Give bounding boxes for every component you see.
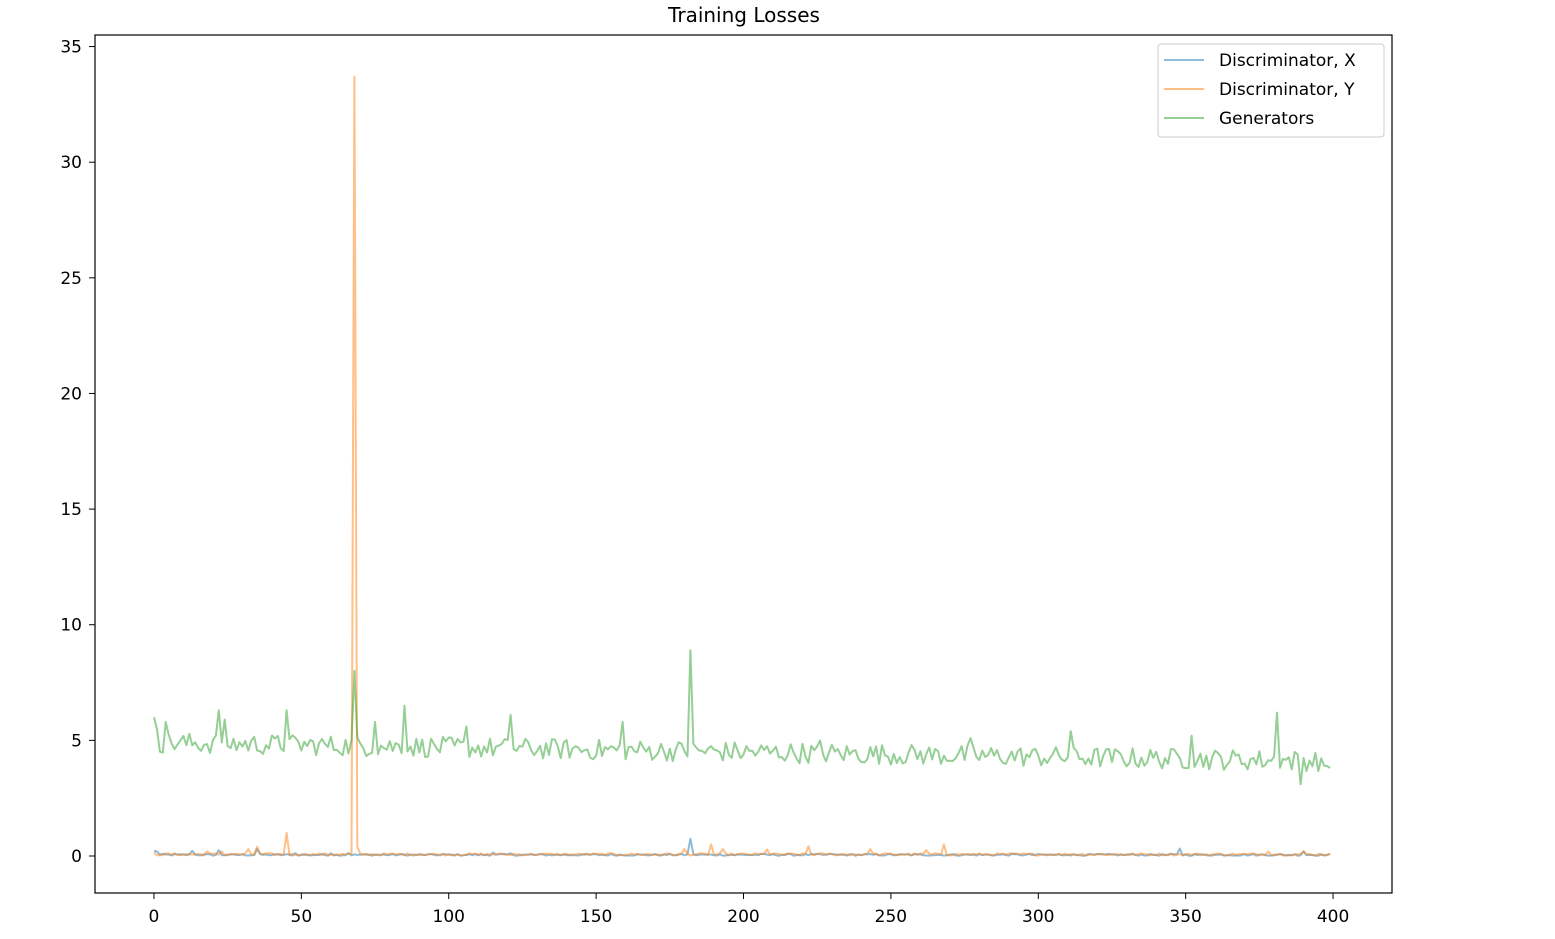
y-tick-label: 30 — [60, 153, 82, 173]
legend-label: Generators — [1219, 109, 1314, 129]
x-tick-label: 350 — [1169, 907, 1201, 927]
series-line-2 — [153, 75, 1331, 857]
x-tick-label: 300 — [1022, 907, 1054, 927]
y-tick-label: 35 — [60, 38, 82, 58]
y-tick-label: 20 — [60, 384, 82, 404]
x-tick-label: 250 — [875, 907, 907, 927]
y-tick-label: 10 — [60, 616, 82, 636]
plot-frame — [94, 34, 1393, 894]
x-tick-label: 50 — [291, 907, 313, 927]
legend-box — [1157, 43, 1385, 138]
series-line-3 — [153, 649, 1331, 786]
chart-title: Training Losses — [667, 3, 820, 27]
x-axis: 0 50 100 150 200 250 300 350 400 — [149, 893, 1349, 927]
y-axis: 0 5 10 15 20 25 30 35 — [60, 38, 95, 867]
x-tick-label: 200 — [727, 907, 759, 927]
y-tick-label: 25 — [60, 269, 82, 289]
legend-label: Discriminator, X — [1219, 51, 1356, 71]
series-layer — [153, 75, 1331, 857]
y-tick-label: 5 — [71, 731, 82, 751]
x-tick-label: 100 — [433, 907, 465, 927]
y-tick-label: 0 — [71, 847, 82, 867]
x-tick-label: 150 — [580, 907, 612, 927]
x-tick-label: 400 — [1317, 907, 1349, 927]
legend: Discriminator, X Discriminator, Y Generato… — [1157, 43, 1385, 138]
y-tick-label: 15 — [60, 500, 82, 520]
x-tick-label: 0 — [149, 907, 160, 927]
legend-label: Discriminator, Y — [1219, 80, 1355, 100]
